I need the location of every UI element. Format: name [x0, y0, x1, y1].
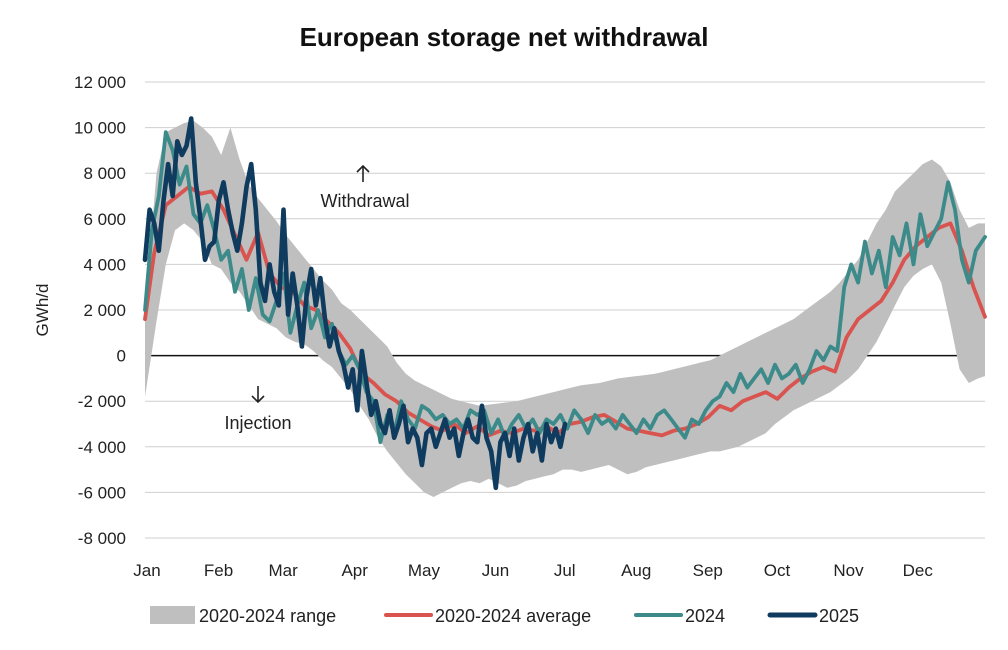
x-tick-label: Dec [903, 561, 934, 580]
series-layer [142, 116, 987, 498]
y-tick-label: -2 000 [78, 392, 126, 411]
y-tick-label: -6 000 [78, 483, 126, 502]
x-tick-label: Aug [621, 561, 651, 580]
y-tick-label: 12 000 [74, 73, 126, 92]
y-tick-label: 6 000 [83, 210, 126, 229]
y-axis-label: GWh/d [33, 284, 52, 337]
series-band-2020-2024-range [145, 120, 985, 498]
legend-label-2024: 2024 [685, 606, 725, 626]
x-tick-label: Sep [693, 561, 723, 580]
x-tick-label: Jun [482, 561, 509, 580]
y-tick-label: -4 000 [78, 438, 126, 457]
y-tick-labels: -8 000 -6 000 -4 000 -2 000 0 2 000 4 000 6 000… [74, 73, 126, 548]
legend-label-2020-2024-average: 2020-2024 average [435, 606, 591, 626]
x-tick-label: Nov [833, 561, 864, 580]
y-tick-label: 0 [117, 347, 126, 366]
y-tick-label: 10 000 [74, 119, 126, 138]
arrow-down-icon [251, 386, 265, 404]
series-line-2025 [142, 116, 568, 491]
annotations: Withdrawal Injection [224, 164, 410, 433]
arrow-up-icon [356, 164, 370, 182]
withdrawal-annotation: Withdrawal [320, 191, 409, 211]
legend: 2020-2024 range 2020-2024 average 2024 2025 [150, 606, 859, 626]
y-tick-label: 8 000 [83, 164, 126, 183]
x-tick-label: Apr [341, 561, 368, 580]
injection-annotation: Injection [224, 413, 291, 433]
x-tick-label: Mar [269, 561, 299, 580]
x-tick-labels: Jan Feb Mar Apr May Jun Jul Aug Sep Oct Nov Dec [133, 561, 933, 580]
x-tick-label: Oct [764, 561, 791, 580]
legend-label-2025: 2025 [819, 606, 859, 626]
chart-title: European storage net withdrawal [300, 22, 709, 52]
y-tick-label: -8 000 [78, 529, 126, 548]
y-tick-label: 2 000 [83, 301, 126, 320]
x-tick-label: Feb [204, 561, 233, 580]
x-tick-label: Jan [133, 561, 160, 580]
x-tick-label: May [408, 561, 441, 580]
legend-swatch-2020-2024-range [150, 606, 195, 624]
legend-label-2020-2024-range: 2020-2024 range [199, 606, 336, 626]
x-tick-label: Jul [554, 561, 576, 580]
y-tick-label: 4 000 [83, 255, 126, 274]
